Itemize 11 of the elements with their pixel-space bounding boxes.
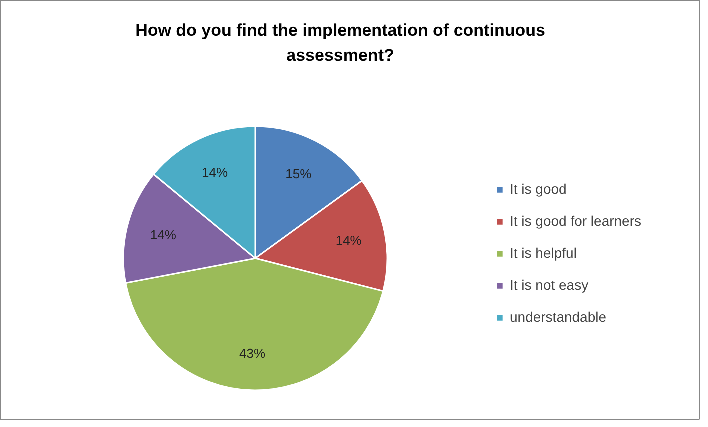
legend-label: It is helpful xyxy=(510,245,577,261)
legend-label: It is good for learners xyxy=(510,213,642,229)
data-label: 14% xyxy=(336,233,362,248)
chart-title: How do you find the implementation of continuous assessment? xyxy=(136,21,546,65)
data-label: 43% xyxy=(240,346,266,361)
data-label: 14% xyxy=(150,227,177,242)
data-label: 14% xyxy=(202,165,228,180)
legend-label: It is good xyxy=(510,181,567,197)
data-label: 15% xyxy=(286,166,312,182)
legend-label: It is not easy xyxy=(510,277,589,293)
legend-label: understandable xyxy=(510,309,607,325)
